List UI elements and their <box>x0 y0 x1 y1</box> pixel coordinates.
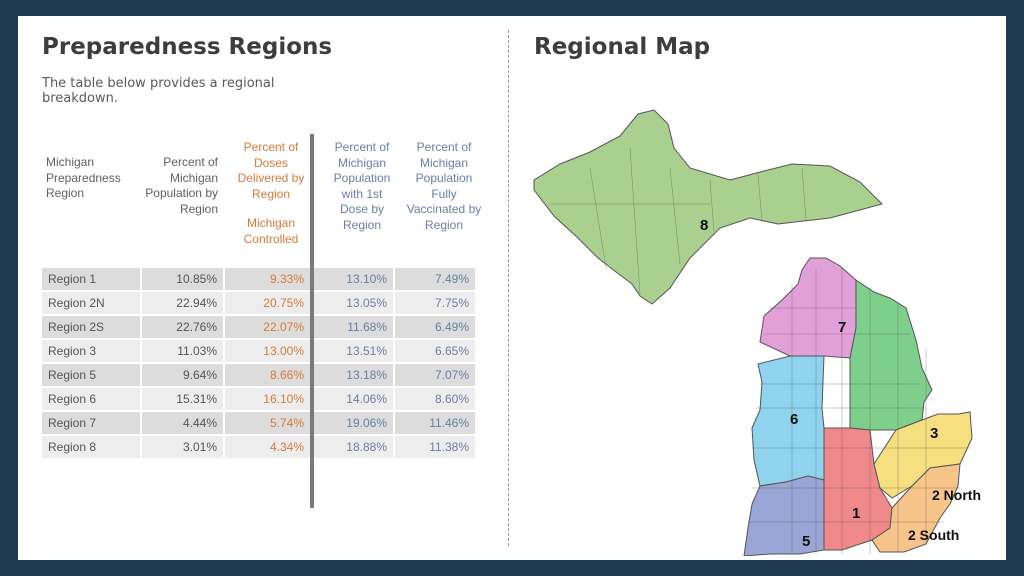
cell-first-dose: 13.18% <box>312 364 393 386</box>
cell-doses: 8.66% <box>225 364 310 386</box>
region-label-5: 5 <box>802 533 810 550</box>
cell-doses: 22.07% <box>225 316 310 338</box>
cell-first-dose: 13.10% <box>312 268 393 290</box>
table-row: Region 2S 22.76% 22.07% 11.68% 6.49% <box>42 316 475 338</box>
county-line <box>709 179 715 233</box>
cell-doses: 5.74% <box>225 412 310 434</box>
region-2s-area <box>871 463 961 553</box>
region-label-6: 6 <box>790 411 798 428</box>
header-doses: Percent of Doses Delivered by Region Mic… <box>232 140 310 247</box>
table-row: Region 8 3.01% 4.34% 18.88% 11.38% <box>42 436 475 458</box>
cell-region: Region 3 <box>42 340 140 362</box>
cell-first-dose: 13.05% <box>312 292 393 314</box>
map-regions <box>533 109 973 556</box>
header-pop: Percent of Michigan Population by Region <box>145 155 218 216</box>
table-row: Region 3 11.03% 13.00% 13.51% 6.65% <box>42 340 475 362</box>
cell-first-dose: 14.06% <box>312 388 393 410</box>
county-line <box>757 173 763 223</box>
region-label-8: 8 <box>700 217 708 234</box>
region-5-area <box>743 475 825 556</box>
table-row: Region 1 10.85% 9.33% 13.10% 7.49% <box>42 268 475 290</box>
table-row: Region 5 9.64% 8.66% 13.18% 7.07% <box>42 364 475 386</box>
cell-region: Region 8 <box>42 436 140 458</box>
region-3-area <box>849 279 933 431</box>
cell-doses: 20.75% <box>225 292 310 314</box>
region-8-area <box>533 109 883 305</box>
cell-region: Region 2N <box>42 292 140 314</box>
slide: Preparedness Regions The table below pro… <box>18 16 1006 560</box>
panel-divider <box>508 30 509 546</box>
cell-pop: 22.76% <box>142 316 223 338</box>
cell-region: Region 6 <box>42 388 140 410</box>
cell-first-dose: 18.88% <box>312 436 393 458</box>
cell-pop: 9.64% <box>142 364 223 386</box>
county-line <box>629 147 641 295</box>
header-first-dose: Percent of Michigan Population with 1st … <box>333 140 391 232</box>
cell-first-dose: 19.06% <box>312 412 393 434</box>
column-separator-bar <box>310 134 314 508</box>
cell-doses: 4.34% <box>225 436 310 458</box>
county-lines <box>550 147 970 554</box>
cell-fully-vaccinated: 7.49% <box>395 268 475 290</box>
cell-first-dose: 13.51% <box>312 340 393 362</box>
page-subtitle: The table below provides a regional brea… <box>42 76 275 106</box>
header-fully-vaccinated: Percent of Michigan Population Fully Vac… <box>406 140 482 232</box>
michigan-region-map: 8 7 6 3 1 5 2 North 2 South <box>533 109 981 556</box>
cell-first-dose: 11.68% <box>312 316 393 338</box>
cell-fully-vaccinated: 8.60% <box>395 388 475 410</box>
cell-doses: 16.10% <box>225 388 310 410</box>
region-label-7: 7 <box>838 319 846 336</box>
county-line <box>589 167 607 269</box>
cell-pop: 15.31% <box>142 388 223 410</box>
header-doses-label: Percent of Doses Delivered by Region <box>237 140 305 201</box>
region-label-1: 1 <box>852 505 860 522</box>
cell-fully-vaccinated: 6.65% <box>395 340 475 362</box>
county-line <box>801 167 807 221</box>
regions-table: Region 1 10.85% 9.33% 13.10% 7.49% Regio… <box>40 266 477 460</box>
page-title: Preparedness Regions <box>42 34 333 60</box>
county-line <box>669 167 681 265</box>
region-labels: 8 7 6 3 1 5 2 North 2 South <box>700 217 981 550</box>
cell-pop: 4.44% <box>142 412 223 434</box>
cell-pop: 10.85% <box>142 268 223 290</box>
cell-fully-vaccinated: 11.46% <box>395 412 475 434</box>
region-label-2-south: 2 South <box>908 527 959 543</box>
cell-fully-vaccinated: 7.75% <box>395 292 475 314</box>
cell-pop: 11.03% <box>142 340 223 362</box>
cell-doses: 9.33% <box>225 268 310 290</box>
map-title: Regional Map <box>534 34 711 60</box>
region-label-2-north: 2 North <box>932 487 981 503</box>
cell-region: Region 5 <box>42 364 140 386</box>
cell-fully-vaccinated: 7.07% <box>395 364 475 386</box>
cell-doses: 13.00% <box>225 340 310 362</box>
table-row: Region 6 15.31% 16.10% 14.06% 8.60% <box>42 388 475 410</box>
header-doses-sub: Michigan Controlled <box>243 216 299 246</box>
cell-region: Region 2S <box>42 316 140 338</box>
table-row: Region 2N 22.94% 20.75% 13.05% 7.75% <box>42 292 475 314</box>
region-label-3: 3 <box>930 425 938 442</box>
cell-region: Region 1 <box>42 268 140 290</box>
cell-region: Region 7 <box>42 412 140 434</box>
cell-pop: 22.94% <box>142 292 223 314</box>
header-region: Michigan Preparedness Region <box>46 155 121 200</box>
table-row: Region 7 4.44% 5.74% 19.06% 11.46% <box>42 412 475 434</box>
region-6-area <box>751 355 825 487</box>
cell-pop: 3.01% <box>142 436 223 458</box>
cell-fully-vaccinated: 6.49% <box>395 316 475 338</box>
cell-fully-vaccinated: 11.38% <box>395 436 475 458</box>
